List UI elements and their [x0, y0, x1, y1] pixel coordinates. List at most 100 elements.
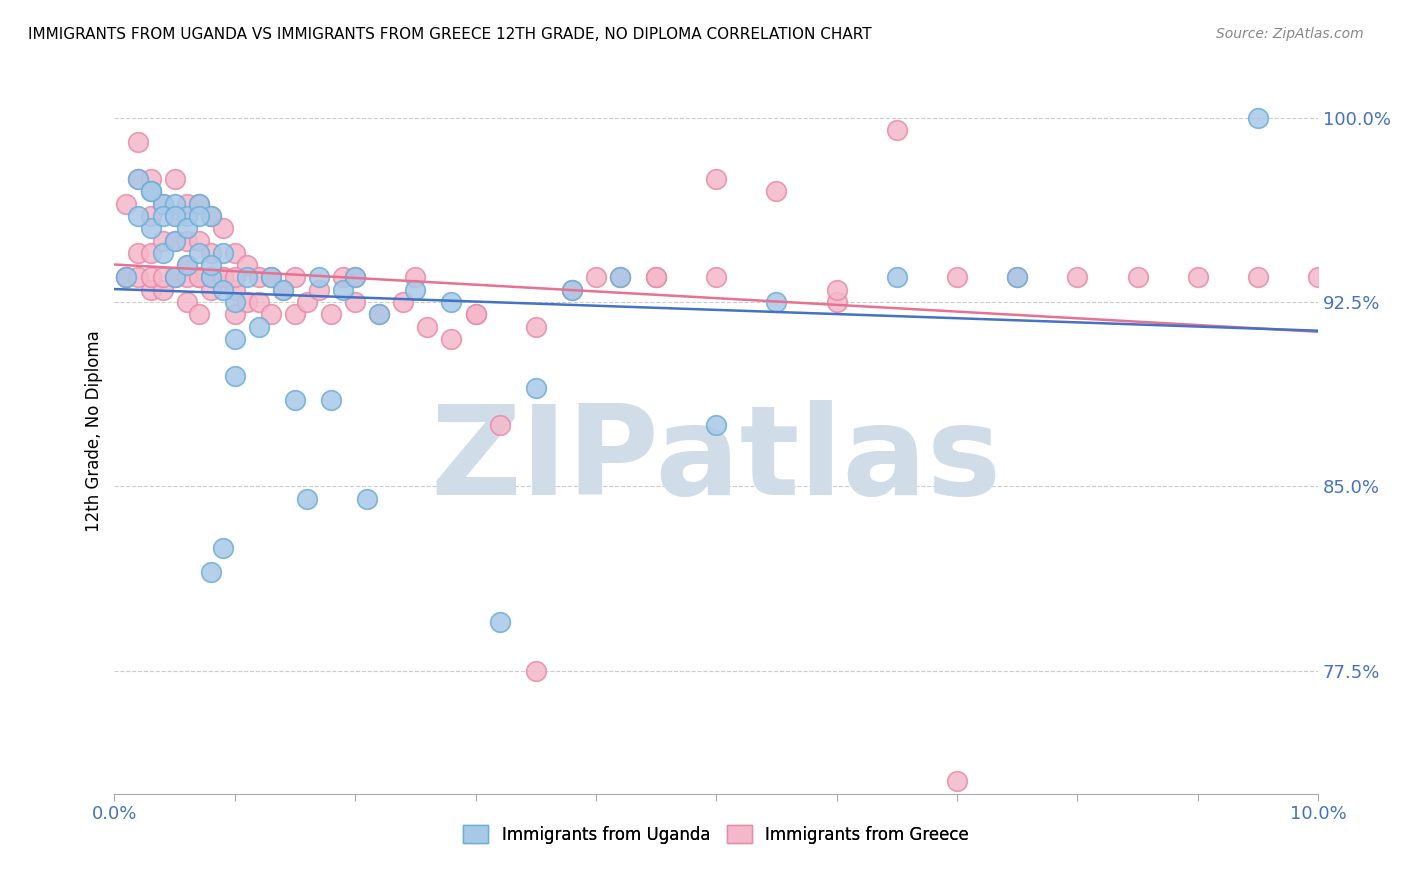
- Point: [308, 283, 330, 297]
- Point: [645, 270, 668, 285]
- Point: [224, 270, 246, 285]
- Point: [163, 234, 186, 248]
- Point: [561, 283, 583, 297]
- Point: [152, 209, 174, 223]
- Point: [704, 172, 727, 186]
- Point: [163, 172, 186, 186]
- Point: [127, 209, 149, 223]
- Point: [271, 283, 294, 297]
- Point: [440, 332, 463, 346]
- Point: [127, 135, 149, 149]
- Point: [163, 234, 186, 248]
- Text: IMMIGRANTS FROM UGANDA VS IMMIGRANTS FROM GREECE 12TH GRADE, NO DIPLOMA CORRELAT: IMMIGRANTS FROM UGANDA VS IMMIGRANTS FRO…: [28, 27, 872, 42]
- Point: [187, 307, 209, 321]
- Point: [765, 185, 787, 199]
- Point: [200, 209, 222, 223]
- Point: [488, 615, 510, 629]
- Point: [295, 491, 318, 506]
- Point: [609, 270, 631, 285]
- Point: [200, 258, 222, 272]
- Point: [187, 196, 209, 211]
- Point: [152, 196, 174, 211]
- Point: [488, 417, 510, 432]
- Point: [187, 196, 209, 211]
- Point: [115, 270, 138, 285]
- Point: [609, 270, 631, 285]
- Point: [524, 664, 547, 678]
- Point: [152, 245, 174, 260]
- Point: [284, 270, 307, 285]
- Point: [176, 196, 198, 211]
- Point: [163, 209, 186, 223]
- Point: [187, 209, 209, 223]
- Point: [464, 307, 486, 321]
- Point: [247, 270, 270, 285]
- Point: [260, 270, 283, 285]
- Point: [176, 258, 198, 272]
- Point: [200, 209, 222, 223]
- Point: [139, 283, 162, 297]
- Point: [211, 221, 233, 235]
- Point: [127, 245, 149, 260]
- Point: [524, 319, 547, 334]
- Point: [139, 185, 162, 199]
- Point: [392, 295, 415, 310]
- Point: [236, 270, 259, 285]
- Point: [886, 270, 908, 285]
- Point: [152, 234, 174, 248]
- Point: [308, 270, 330, 285]
- Point: [416, 319, 439, 334]
- Point: [224, 332, 246, 346]
- Point: [260, 307, 283, 321]
- Point: [176, 209, 198, 223]
- Point: [1005, 270, 1028, 285]
- Point: [645, 270, 668, 285]
- Point: [200, 283, 222, 297]
- Point: [139, 245, 162, 260]
- Point: [284, 307, 307, 321]
- Point: [524, 381, 547, 395]
- Point: [344, 270, 367, 285]
- Point: [187, 245, 209, 260]
- Point: [344, 295, 367, 310]
- Point: [115, 270, 138, 285]
- Point: [224, 307, 246, 321]
- Point: [187, 270, 209, 285]
- Point: [139, 172, 162, 186]
- Point: [585, 270, 607, 285]
- Point: [332, 270, 354, 285]
- Point: [176, 295, 198, 310]
- Point: [211, 270, 233, 285]
- Point: [440, 295, 463, 310]
- Point: [224, 295, 246, 310]
- Point: [356, 491, 378, 506]
- Text: ZIPatlas: ZIPatlas: [430, 400, 1002, 521]
- Point: [825, 295, 848, 310]
- Point: [163, 270, 186, 285]
- Text: Source: ZipAtlas.com: Source: ZipAtlas.com: [1216, 27, 1364, 41]
- Point: [260, 270, 283, 285]
- Point: [127, 172, 149, 186]
- Point: [1187, 270, 1209, 285]
- Point: [704, 270, 727, 285]
- Point: [139, 209, 162, 223]
- Point: [139, 221, 162, 235]
- Point: [163, 209, 186, 223]
- Point: [946, 774, 969, 789]
- Point: [271, 283, 294, 297]
- Point: [561, 283, 583, 297]
- Y-axis label: 12th Grade, No Diploma: 12th Grade, No Diploma: [86, 330, 103, 532]
- Point: [224, 368, 246, 383]
- Point: [886, 123, 908, 137]
- Point: [1247, 111, 1270, 125]
- Point: [187, 234, 209, 248]
- Point: [187, 270, 209, 285]
- Point: [152, 283, 174, 297]
- Point: [115, 196, 138, 211]
- Point: [139, 270, 162, 285]
- Point: [139, 185, 162, 199]
- Point: [404, 270, 426, 285]
- Point: [211, 541, 233, 555]
- Point: [127, 172, 149, 186]
- Point: [224, 283, 246, 297]
